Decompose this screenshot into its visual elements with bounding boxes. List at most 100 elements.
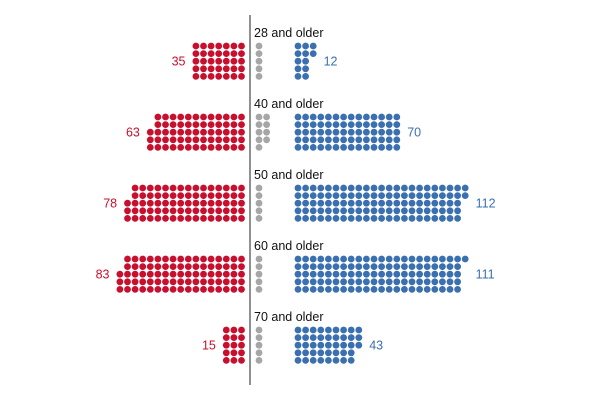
dot-right: [294, 121, 302, 128]
dot-right: [408, 207, 416, 215]
dot-right: [355, 207, 363, 215]
dot-middle: [255, 263, 263, 270]
dot-right: [355, 270, 363, 278]
dot-right: [317, 349, 325, 357]
dot-right: [294, 215, 302, 222]
dot-left: [184, 270, 192, 278]
dot-right: [309, 255, 317, 263]
dot-left: [192, 113, 200, 121]
dot-left: [139, 184, 147, 192]
dot-right: [332, 357, 340, 364]
dot-right: [370, 207, 378, 215]
dot-left: [169, 286, 177, 293]
dot-left: [139, 278, 147, 286]
dot-left: [192, 270, 200, 278]
dot-right: [317, 255, 325, 263]
dot-left: [124, 255, 131, 263]
dot-middle: [255, 278, 263, 286]
dot-left: [230, 278, 238, 286]
dot-right: [325, 215, 332, 222]
dot-left: [238, 207, 245, 215]
dot-right: [332, 144, 340, 151]
dot-right: [294, 341, 302, 349]
dot-left: [200, 255, 207, 263]
dot-left: [146, 278, 154, 286]
dot-right: [385, 215, 393, 222]
dot-right: [363, 263, 370, 270]
dot-left: [184, 121, 192, 128]
dot-right: [309, 136, 317, 144]
dot-middle: [255, 42, 263, 50]
dot-right: [317, 334, 325, 341]
dot-left: [177, 270, 185, 278]
dot-left: [230, 207, 238, 215]
dot-right: [439, 255, 446, 263]
dot-right: [309, 144, 317, 151]
dot-right: [332, 326, 340, 334]
dot-left: [230, 334, 238, 341]
dot-right: [401, 192, 408, 200]
dot-right: [439, 286, 446, 293]
dot-right: [332, 215, 340, 222]
dot-left: [200, 50, 207, 57]
dot-right: [416, 215, 423, 222]
dot-left: [215, 144, 223, 151]
dot-left: [131, 263, 139, 270]
dot-left: [230, 113, 238, 121]
dot-left: [215, 278, 223, 286]
dot-right: [294, 42, 302, 50]
dot-right: [325, 199, 332, 207]
dot-right: [325, 349, 332, 357]
dot-left: [230, 192, 238, 200]
dot-right: [309, 50, 317, 57]
dot-left: [154, 263, 162, 270]
dot-left: [162, 270, 169, 278]
dot-left: [154, 144, 162, 151]
dot-right: [401, 286, 408, 293]
dot-right: [355, 326, 363, 334]
dot-middle: [263, 113, 270, 121]
dot-right: [431, 255, 439, 263]
dot-right: [332, 121, 340, 128]
dot-left: [169, 113, 177, 121]
dot-right: [302, 136, 309, 144]
dot-right: [302, 73, 309, 80]
dot-right: [309, 184, 317, 192]
dot-right: [431, 199, 439, 207]
dot-right: [385, 263, 393, 270]
dot-right: [439, 184, 446, 192]
dot-left: [131, 270, 139, 278]
dot-left: [162, 263, 169, 270]
age-group: 40 and older 63 70: [126, 97, 421, 151]
dot-right: [309, 113, 317, 121]
dot-right: [294, 113, 302, 121]
dot-right: [309, 286, 317, 293]
dot-right: [302, 334, 309, 341]
dot-right: [340, 128, 347, 136]
dot-right: [431, 286, 439, 293]
dot-left: [131, 286, 139, 293]
dot-right: [340, 113, 347, 121]
dot-left: [169, 215, 177, 222]
dot-right: [370, 184, 378, 192]
dot-right: [325, 326, 332, 334]
dot-right: [355, 278, 363, 286]
dot-right: [446, 286, 454, 293]
dot-right: [309, 121, 317, 128]
dot-left: [131, 255, 139, 263]
dot-left: [192, 215, 200, 222]
dot-right: [294, 199, 302, 207]
dot-right: [378, 199, 385, 207]
dot-right: [317, 326, 325, 334]
dot-left: [222, 286, 230, 293]
dot-left: [162, 286, 169, 293]
dot-middle: [255, 184, 263, 192]
dot-left: [154, 215, 162, 222]
dot-right: [309, 207, 317, 215]
count-label-left: 78: [103, 197, 117, 211]
dot-left: [215, 263, 223, 270]
age-group-label: 60 and older: [254, 239, 324, 253]
dot-left: [200, 192, 207, 200]
dot-middle: [255, 334, 263, 341]
